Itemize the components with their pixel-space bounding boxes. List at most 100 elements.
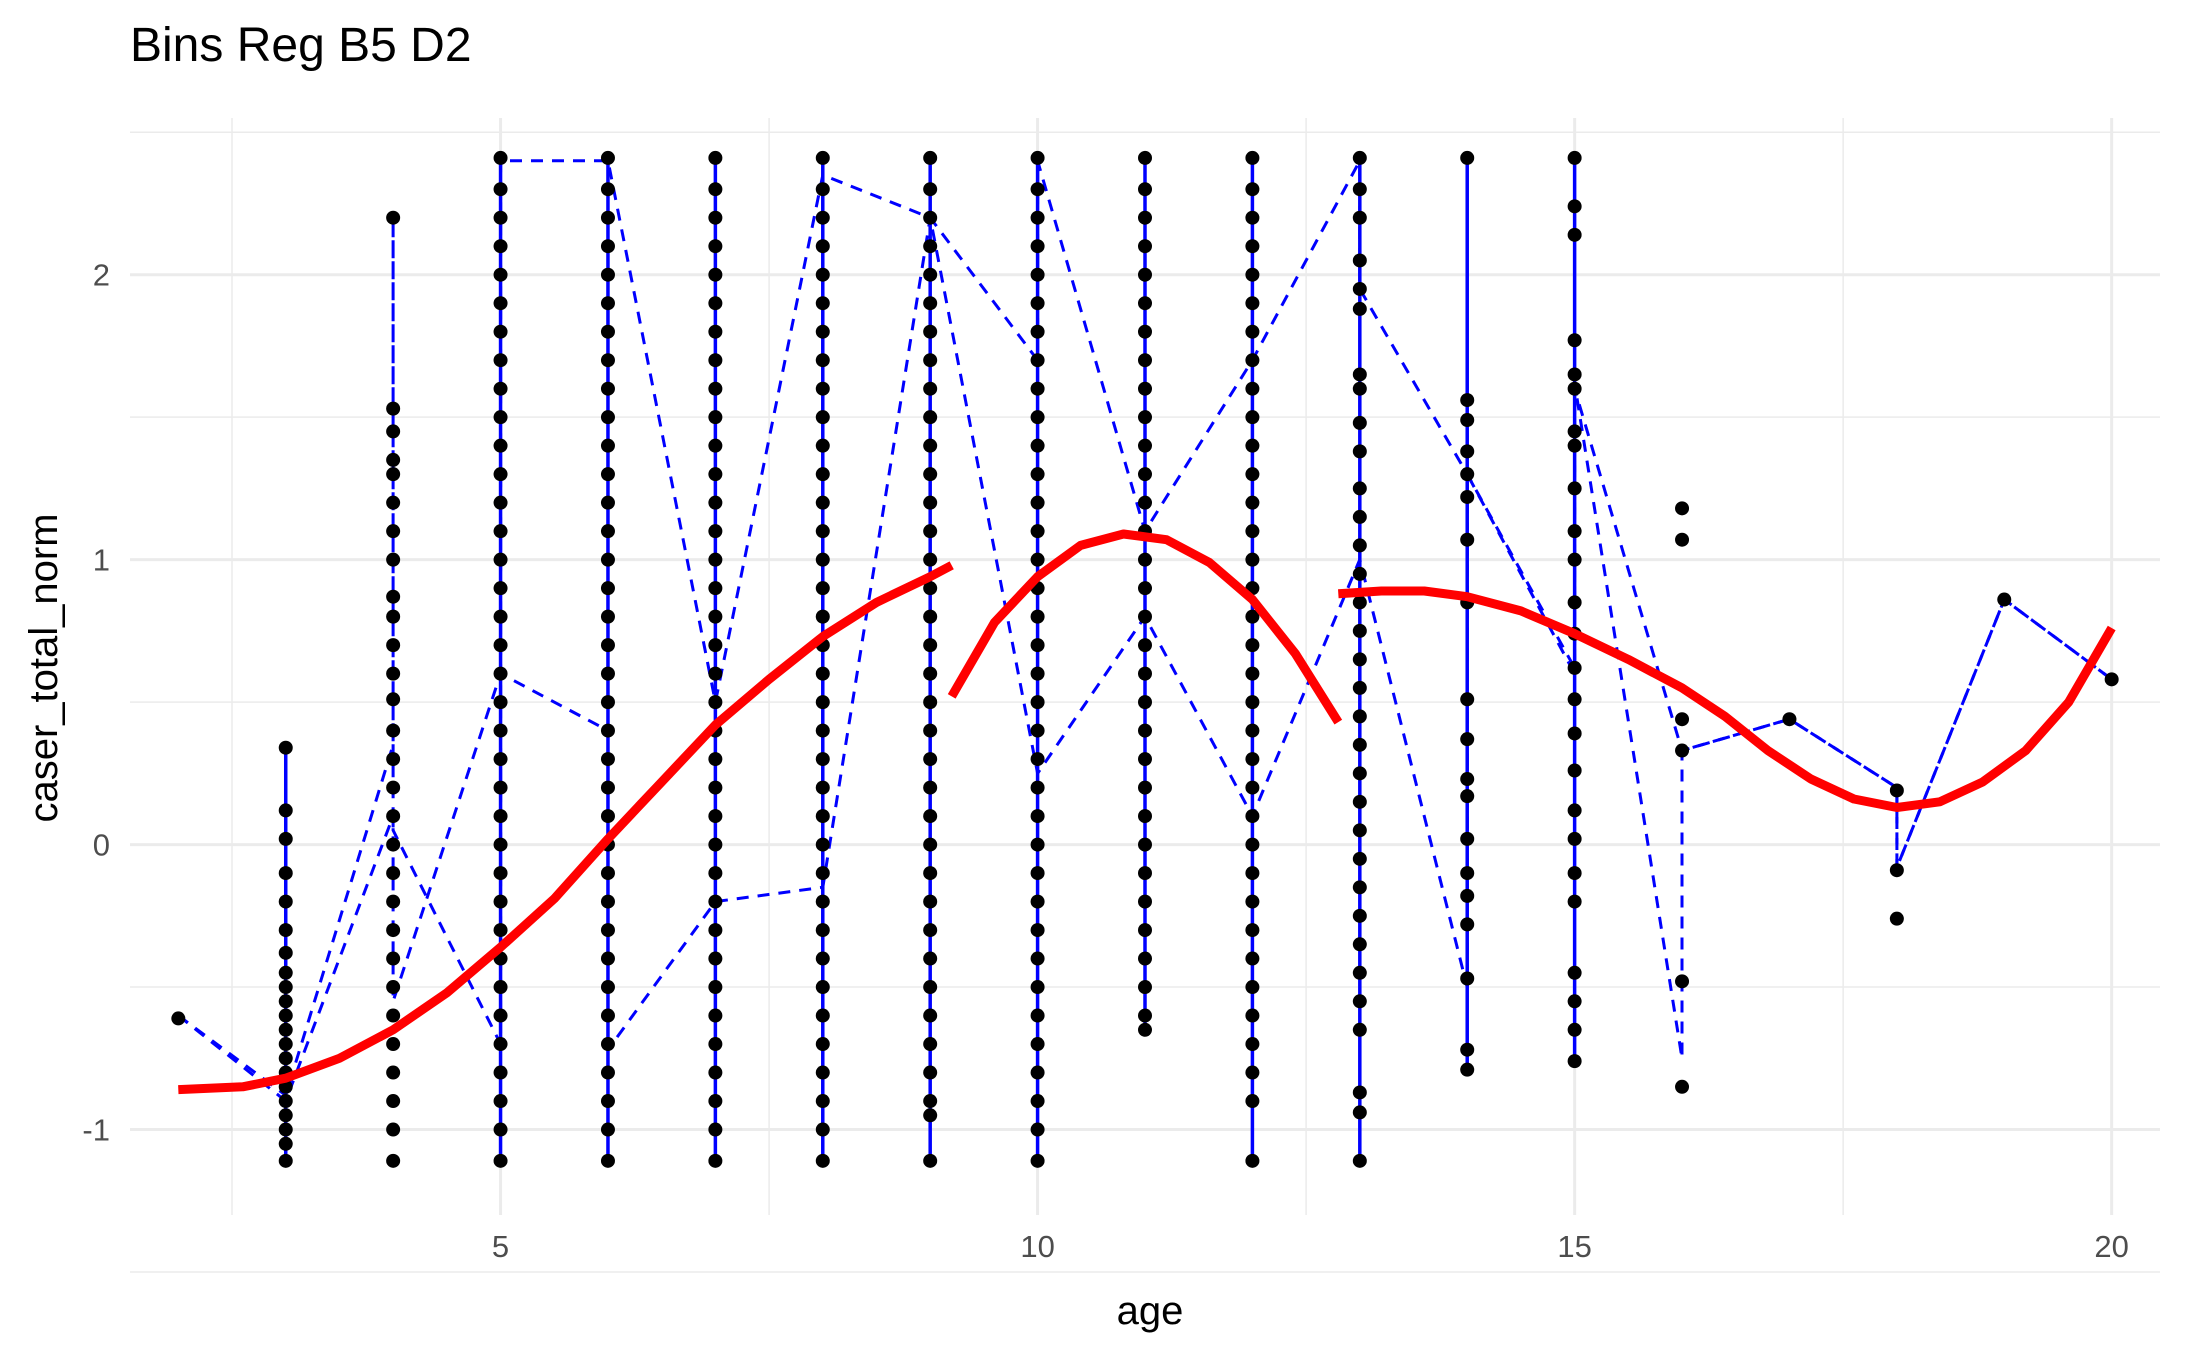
data-point <box>493 1122 508 1137</box>
data-point <box>923 752 938 767</box>
data-point <box>600 1153 615 1168</box>
data-point <box>923 210 938 225</box>
data-point <box>923 723 938 738</box>
data-point <box>1138 324 1152 339</box>
data-point <box>815 894 830 909</box>
data-point <box>1997 592 2012 607</box>
data-point <box>815 495 830 510</box>
data-point <box>708 467 723 482</box>
data-point <box>493 923 508 938</box>
data-point <box>923 581 938 596</box>
data-point <box>600 866 615 881</box>
data-point <box>815 1153 830 1168</box>
data-point <box>708 524 723 539</box>
data-point <box>600 524 615 539</box>
data-point <box>708 150 723 165</box>
data-point <box>1030 980 1045 995</box>
data-point <box>1460 692 1475 707</box>
data-point <box>278 866 293 881</box>
data-point <box>1138 1022 1152 1037</box>
data-point <box>493 695 508 710</box>
data-point <box>815 353 830 368</box>
y-tick-label: 2 <box>93 258 110 293</box>
data-point <box>1567 965 1582 980</box>
data-point <box>1245 296 1260 311</box>
data-point <box>493 866 508 881</box>
data-point <box>278 1051 293 1066</box>
data-point <box>1352 709 1367 724</box>
data-point <box>1138 150 1152 165</box>
data-point <box>278 1037 293 1052</box>
data-point <box>600 609 615 624</box>
data-point <box>923 809 938 824</box>
data-point <box>923 923 938 938</box>
data-point <box>600 1008 615 1023</box>
data-point <box>1030 1153 1045 1168</box>
data-point <box>1782 712 1797 727</box>
data-point <box>708 923 723 938</box>
data-point <box>923 524 938 539</box>
data-point <box>1675 532 1690 547</box>
data-point <box>815 780 830 795</box>
data-point <box>1352 381 1367 396</box>
data-point <box>815 324 830 339</box>
data-point <box>923 980 938 995</box>
data-point <box>1245 1008 1260 1023</box>
data-point <box>1030 866 1045 881</box>
data-point <box>815 552 830 567</box>
data-point <box>1138 609 1152 624</box>
data-point <box>278 1153 293 1168</box>
data-point <box>1567 227 1582 242</box>
data-point <box>600 1037 615 1052</box>
data-point <box>1030 410 1045 425</box>
data-point <box>493 723 508 738</box>
data-point <box>1030 552 1045 567</box>
data-point <box>386 1094 401 1109</box>
data-point <box>1352 566 1367 581</box>
data-point <box>600 296 615 311</box>
data-point <box>1352 444 1367 459</box>
data-point <box>815 866 830 881</box>
data-point <box>1245 495 1260 510</box>
data-point <box>1352 210 1367 225</box>
data-point <box>600 894 615 909</box>
data-point <box>1030 894 1045 909</box>
data-point <box>923 467 938 482</box>
data-point <box>386 780 401 795</box>
data-point <box>386 210 401 225</box>
data-point <box>1352 1105 1367 1120</box>
data-point <box>386 424 401 439</box>
data-point <box>923 410 938 425</box>
data-point <box>1567 552 1582 567</box>
x-tick-label: 20 <box>2094 1229 2128 1264</box>
data-point <box>923 495 938 510</box>
data-point <box>815 581 830 596</box>
data-point <box>1138 438 1152 453</box>
data-point <box>1567 438 1582 453</box>
data-point <box>600 552 615 567</box>
data-point <box>815 239 830 254</box>
band-lower-line <box>177 217 2113 1104</box>
data-point <box>493 296 508 311</box>
data-point <box>923 695 938 710</box>
data-point <box>1138 866 1152 881</box>
data-point <box>708 210 723 225</box>
data-point <box>1352 652 1367 667</box>
data-point <box>923 609 938 624</box>
data-point <box>1352 509 1367 524</box>
data-point <box>493 1065 508 1080</box>
data-point <box>1460 413 1475 428</box>
data-point <box>600 495 615 510</box>
data-point <box>708 239 723 254</box>
data-point <box>1030 438 1045 453</box>
data-point <box>815 381 830 396</box>
data-point <box>1030 609 1045 624</box>
data-point <box>1030 150 1045 165</box>
data-point <box>923 381 938 396</box>
data-point <box>1030 296 1045 311</box>
data-point <box>600 723 615 738</box>
data-point <box>1889 783 1904 798</box>
data-point <box>1352 182 1367 197</box>
data-point <box>1138 923 1152 938</box>
data-point <box>815 809 830 824</box>
